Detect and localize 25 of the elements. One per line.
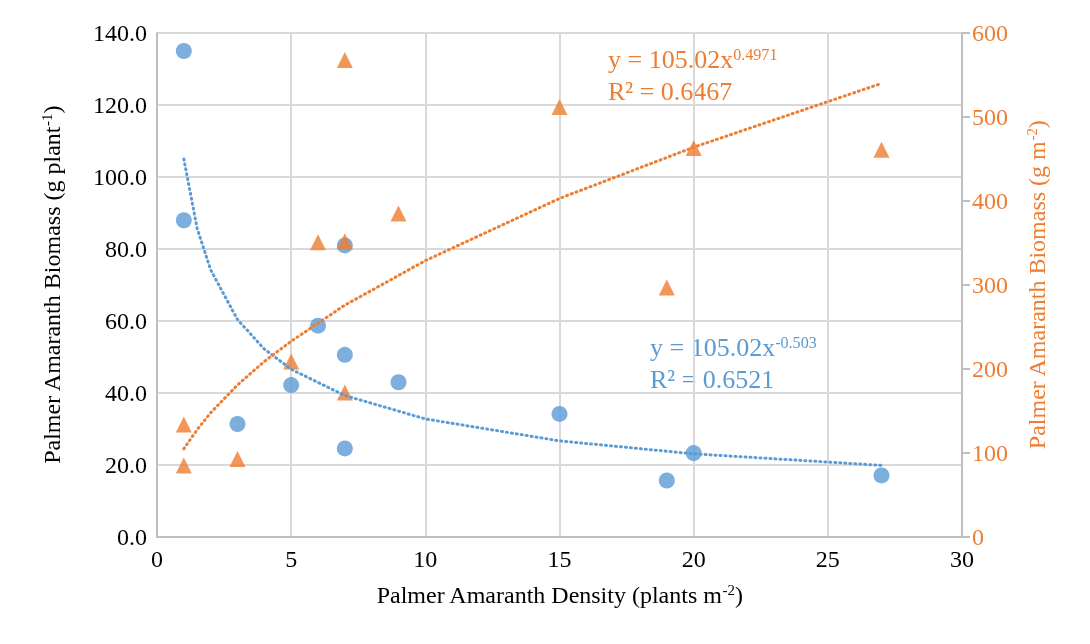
y2-tick-label: 300 [972,272,1008,298]
y-tick-label: 0.0 [117,524,147,550]
y2-tick-label: 600 [972,20,1008,46]
annotation: R² = 0.6467 [608,76,733,106]
x-tick-label: 5 [285,546,298,572]
y2-tick-label: 200 [972,356,1008,382]
y2-tick-label: 400 [972,188,1008,214]
y-tick-label: 60.0 [105,308,147,334]
x-tick-label: 20 [681,546,706,572]
x-tick-label: 10 [413,546,438,572]
y2-tick-label: 0 [972,524,984,550]
y-tick-label: 120.0 [93,92,147,118]
x-tick-label: 0 [151,546,163,572]
y-tick-label: 140.0 [93,20,147,46]
y2-tick-label: 500 [972,104,1008,130]
y-tick-label: 20.0 [105,452,147,478]
x-tick-label: 25 [815,546,840,572]
x-tick-label: 15 [547,546,572,572]
y-tick-label: 80.0 [105,236,147,262]
y2-tick-label: 100 [972,440,1008,466]
x-tick-label: 30 [950,546,974,572]
y-axis-title: Palmer Amaranth Biomass (g plant-1) [38,105,66,464]
y-tick-label: 40.0 [105,380,147,406]
y2-axis-title: Palmer Amaranth Biomass (g m-2) [1023,120,1050,450]
y-tick-label: 100.0 [93,164,147,190]
